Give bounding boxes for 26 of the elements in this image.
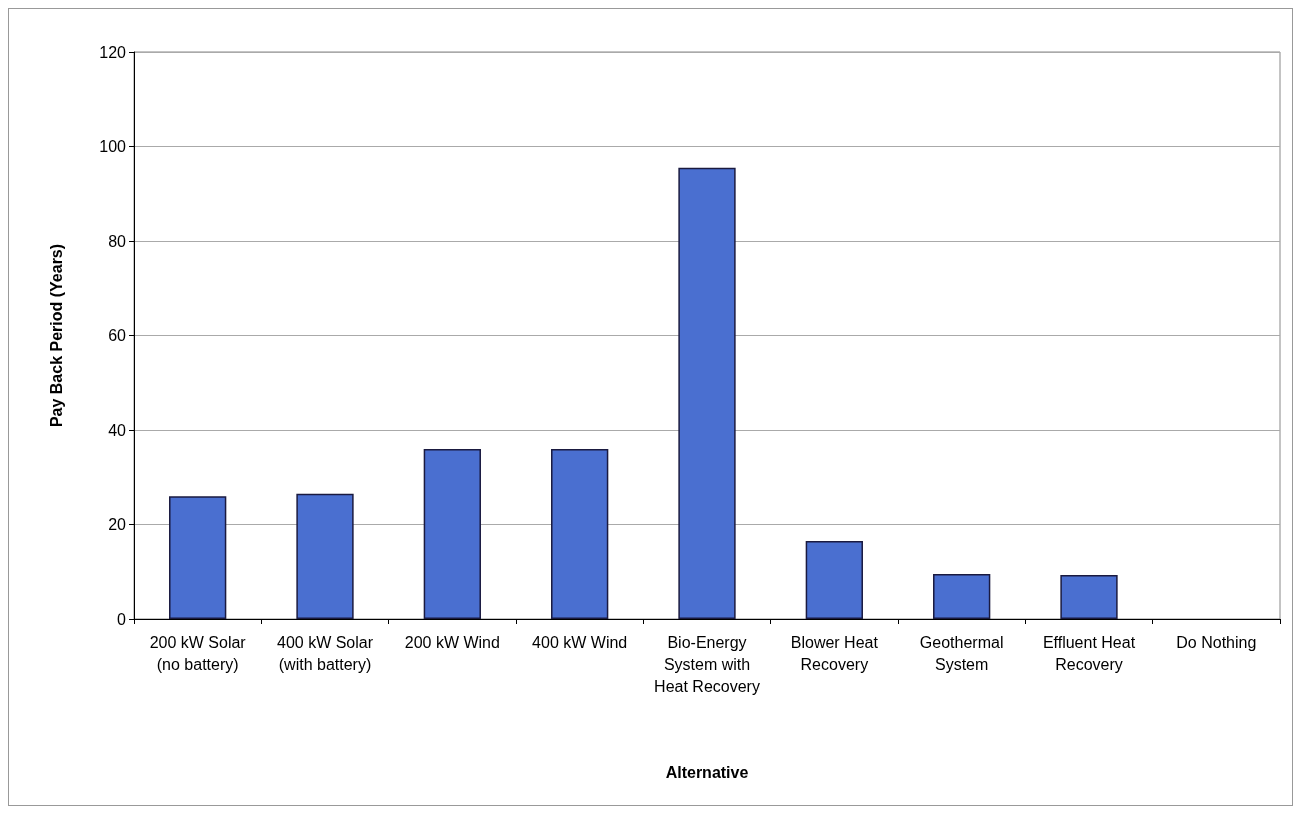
x-tick-label: 200 kW Wind — [404, 633, 500, 651]
x-tick-label: 400 kW Wind — [532, 633, 628, 651]
x-tick-label: Geothermal System — [919, 633, 1004, 673]
bar — [296, 493, 354, 619]
bar — [169, 496, 227, 619]
x-tick-label: Blower Heat Recovery — [790, 633, 879, 673]
bar — [678, 167, 736, 619]
bar — [933, 574, 991, 619]
y-tick-label: 40 — [108, 421, 127, 439]
x-tick-label: Effluent Heat Recovery — [1042, 633, 1136, 673]
y-tick-label: 120 — [99, 43, 127, 61]
x-tick-label: 400 kW Solar (with battery) — [276, 633, 374, 673]
bar — [1060, 575, 1118, 619]
y-tick-label: 80 — [108, 232, 127, 250]
x-tick-label: Bio-Energy System with Heat Recovery — [654, 633, 760, 695]
bar — [805, 541, 863, 619]
y-tick-label: 20 — [108, 516, 127, 533]
bar — [423, 448, 481, 619]
y-tick-label: 60 — [108, 327, 127, 344]
x-tick-label: 200 kW Solar (no battery) — [149, 633, 247, 673]
y-tick-label: 0 — [117, 610, 127, 628]
x-axis-title: Alternative — [665, 763, 749, 781]
y-tick-label: 100 — [99, 138, 127, 155]
x-tick-label: Do Nothing — [1176, 633, 1257, 651]
bar — [551, 448, 609, 619]
y-axis-title: Pay Back Period (Years) — [47, 243, 65, 428]
